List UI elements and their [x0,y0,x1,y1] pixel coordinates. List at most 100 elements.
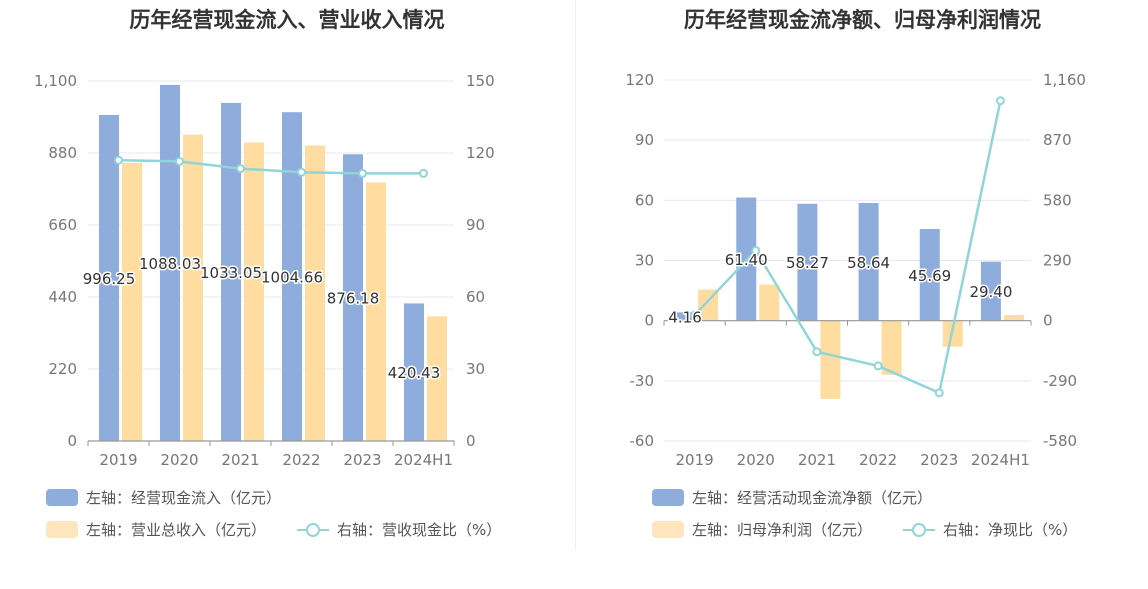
bar-secondary [305,145,325,442]
x-axis-tick-label: 2019 [99,451,137,469]
legend-item-cash-inflow[interactable]: 左轴：经营现金流入（亿元） [46,487,281,508]
right-axis-tick-label: 150 [466,72,495,90]
bar-secondary [244,142,264,441]
right-axis-tick-label: -290 [1043,372,1077,390]
left-axis-tick-label: 1,100 [34,72,77,90]
bar-secondary [881,320,902,375]
left-axis-tick-label: 0 [67,432,77,450]
line-point [175,156,184,166]
right-axis-tick-label: 0 [1043,312,1053,330]
line-point [236,164,245,174]
bar-secondary [183,134,203,441]
right-axis-tick-label: 580 [1043,191,1072,209]
data-label: 420.43 [388,364,441,382]
bar-primary [858,203,879,321]
x-axis-tick-label: 2021 [798,451,836,469]
bar-primary [160,84,180,442]
data-label: 996.25 [83,270,136,288]
chart-plot-area: 0 220 440 660 880 1,100 0 30 60 90 120 150 2019 2020 2… [34,72,495,469]
legend-swatch [652,521,684,538]
line-point [114,155,123,165]
chart-plot-area: -60 -30 0 30 60 90 120 -580 -290 0 290 580 870 1,160 2… [625,71,1086,469]
series-line [118,158,424,175]
data-label: 876.18 [327,290,380,308]
x-axis-tick-label: 2020 [737,451,775,469]
legend-item-net-cash-ratio[interactable]: 右轴：净现比（%） [903,519,1077,540]
data-label: 1004.66 [261,269,323,287]
bar-secondary [1003,315,1024,321]
chart-title: 历年经营现金流净额、归母净利润情况 [684,8,1041,32]
x-axis-tick-label: 2023 [343,451,381,469]
x-axis-tick-label: 2019 [675,451,713,469]
legend-line-marker [903,521,935,538]
bar-primary [99,114,119,442]
line-point [873,361,883,371]
data-label: 1033.05 [200,264,262,282]
panel-divider [575,0,576,550]
chart-panel-cashflow-inflow: 历年经营现金流入、营业收入情况 0 220 440 660 880 1,100 0 30 60 9… [34,8,501,540]
bar-primary [221,102,241,441]
series-line [693,100,1002,395]
legend-item-total-revenue[interactable]: 左轴：营业总收入（亿元） [46,519,266,540]
bar-primary [980,261,1001,321]
left-axis-tick-label: -30 [630,372,655,390]
legend-item-net-operating-cashflow[interactable]: 左轴：经营活动现金流净额（亿元） [652,487,932,508]
bar-secondary [820,320,841,399]
bar-primary [675,312,696,321]
legend-line-marker [297,521,329,538]
line-point [934,388,944,398]
right-axis-tick-label: 60 [466,288,485,306]
right-axis-tick-label: 870 [1043,131,1072,149]
legend-swatch [46,489,78,506]
chart-title: 历年经营现金流入、营业收入情况 [129,8,445,32]
chart-panel-net-cashflow: 历年经营现金流净额、归母净利润情况 -60 -30 0 30 60 90 120 -580 -2… [577,0,1148,589]
line-point [419,168,428,178]
left-axis-tick-label: 60 [635,191,654,209]
data-label: 1088.03 [139,255,201,273]
bar-primary [343,154,363,441]
x-axis-tick-label: 2023 [920,451,958,469]
bar-secondary [366,182,386,442]
line-point [812,347,822,357]
data-label: 61.40 [725,251,768,269]
x-axis-tick-label: 2024H1 [394,451,453,469]
legend-label: 右轴：营收现金比（%） [337,521,502,539]
legend-label: 左轴：归母净利润（亿元） [692,521,873,539]
data-label: 45.69 [908,267,951,285]
legend-item-revenue-cash-ratio[interactable]: 右轴：营收现金比（%） [297,519,501,540]
legend-label: 右轴：净现比（%） [943,521,1078,539]
legend-swatch [652,489,684,506]
legend-label: 左轴：经营活动现金流净额（亿元） [692,489,933,507]
left-axis-tick-label: 30 [635,252,654,270]
line-point [751,246,761,256]
left-axis-tick-label: 660 [48,216,77,234]
right-axis-tick-label: 30 [466,360,485,378]
line-point [358,168,367,178]
data-label: 29.40 [969,283,1012,301]
left-axis-tick-label: 880 [48,144,77,162]
x-axis-tick-label: 2020 [160,451,198,469]
right-axis-tick-label: 90 [466,216,485,234]
left-axis-tick-label: 90 [635,131,654,149]
right-axis-tick-label: 120 [466,144,495,162]
data-label: 58.64 [847,254,890,272]
x-axis-tick-label: 2022 [282,451,320,469]
bar-secondary [122,162,142,441]
bar-primary [919,229,940,321]
x-axis-tick-label: 2022 [859,451,897,469]
bar-primary [282,112,302,441]
left-axis-tick-label: 220 [48,360,77,378]
right-axis-tick-label: 1,160 [1043,71,1086,89]
right-axis-tick-label: 290 [1043,252,1072,270]
data-label: 58.27 [786,254,829,272]
data-label: 4.16 [668,308,701,326]
line-point [690,310,700,320]
right-axis-tick-label: -580 [1043,432,1077,450]
line-point [297,167,306,177]
x-axis-tick-label: 2024H1 [971,451,1030,469]
left-axis-tick-label: 440 [48,288,77,306]
bar-secondary [427,316,447,441]
left-axis-tick-label: 120 [625,71,654,89]
legend-label: 左轴：经营现金流入（亿元） [86,489,282,507]
legend-item-net-profit[interactable]: 左轴：归母净利润（亿元） [652,519,872,540]
